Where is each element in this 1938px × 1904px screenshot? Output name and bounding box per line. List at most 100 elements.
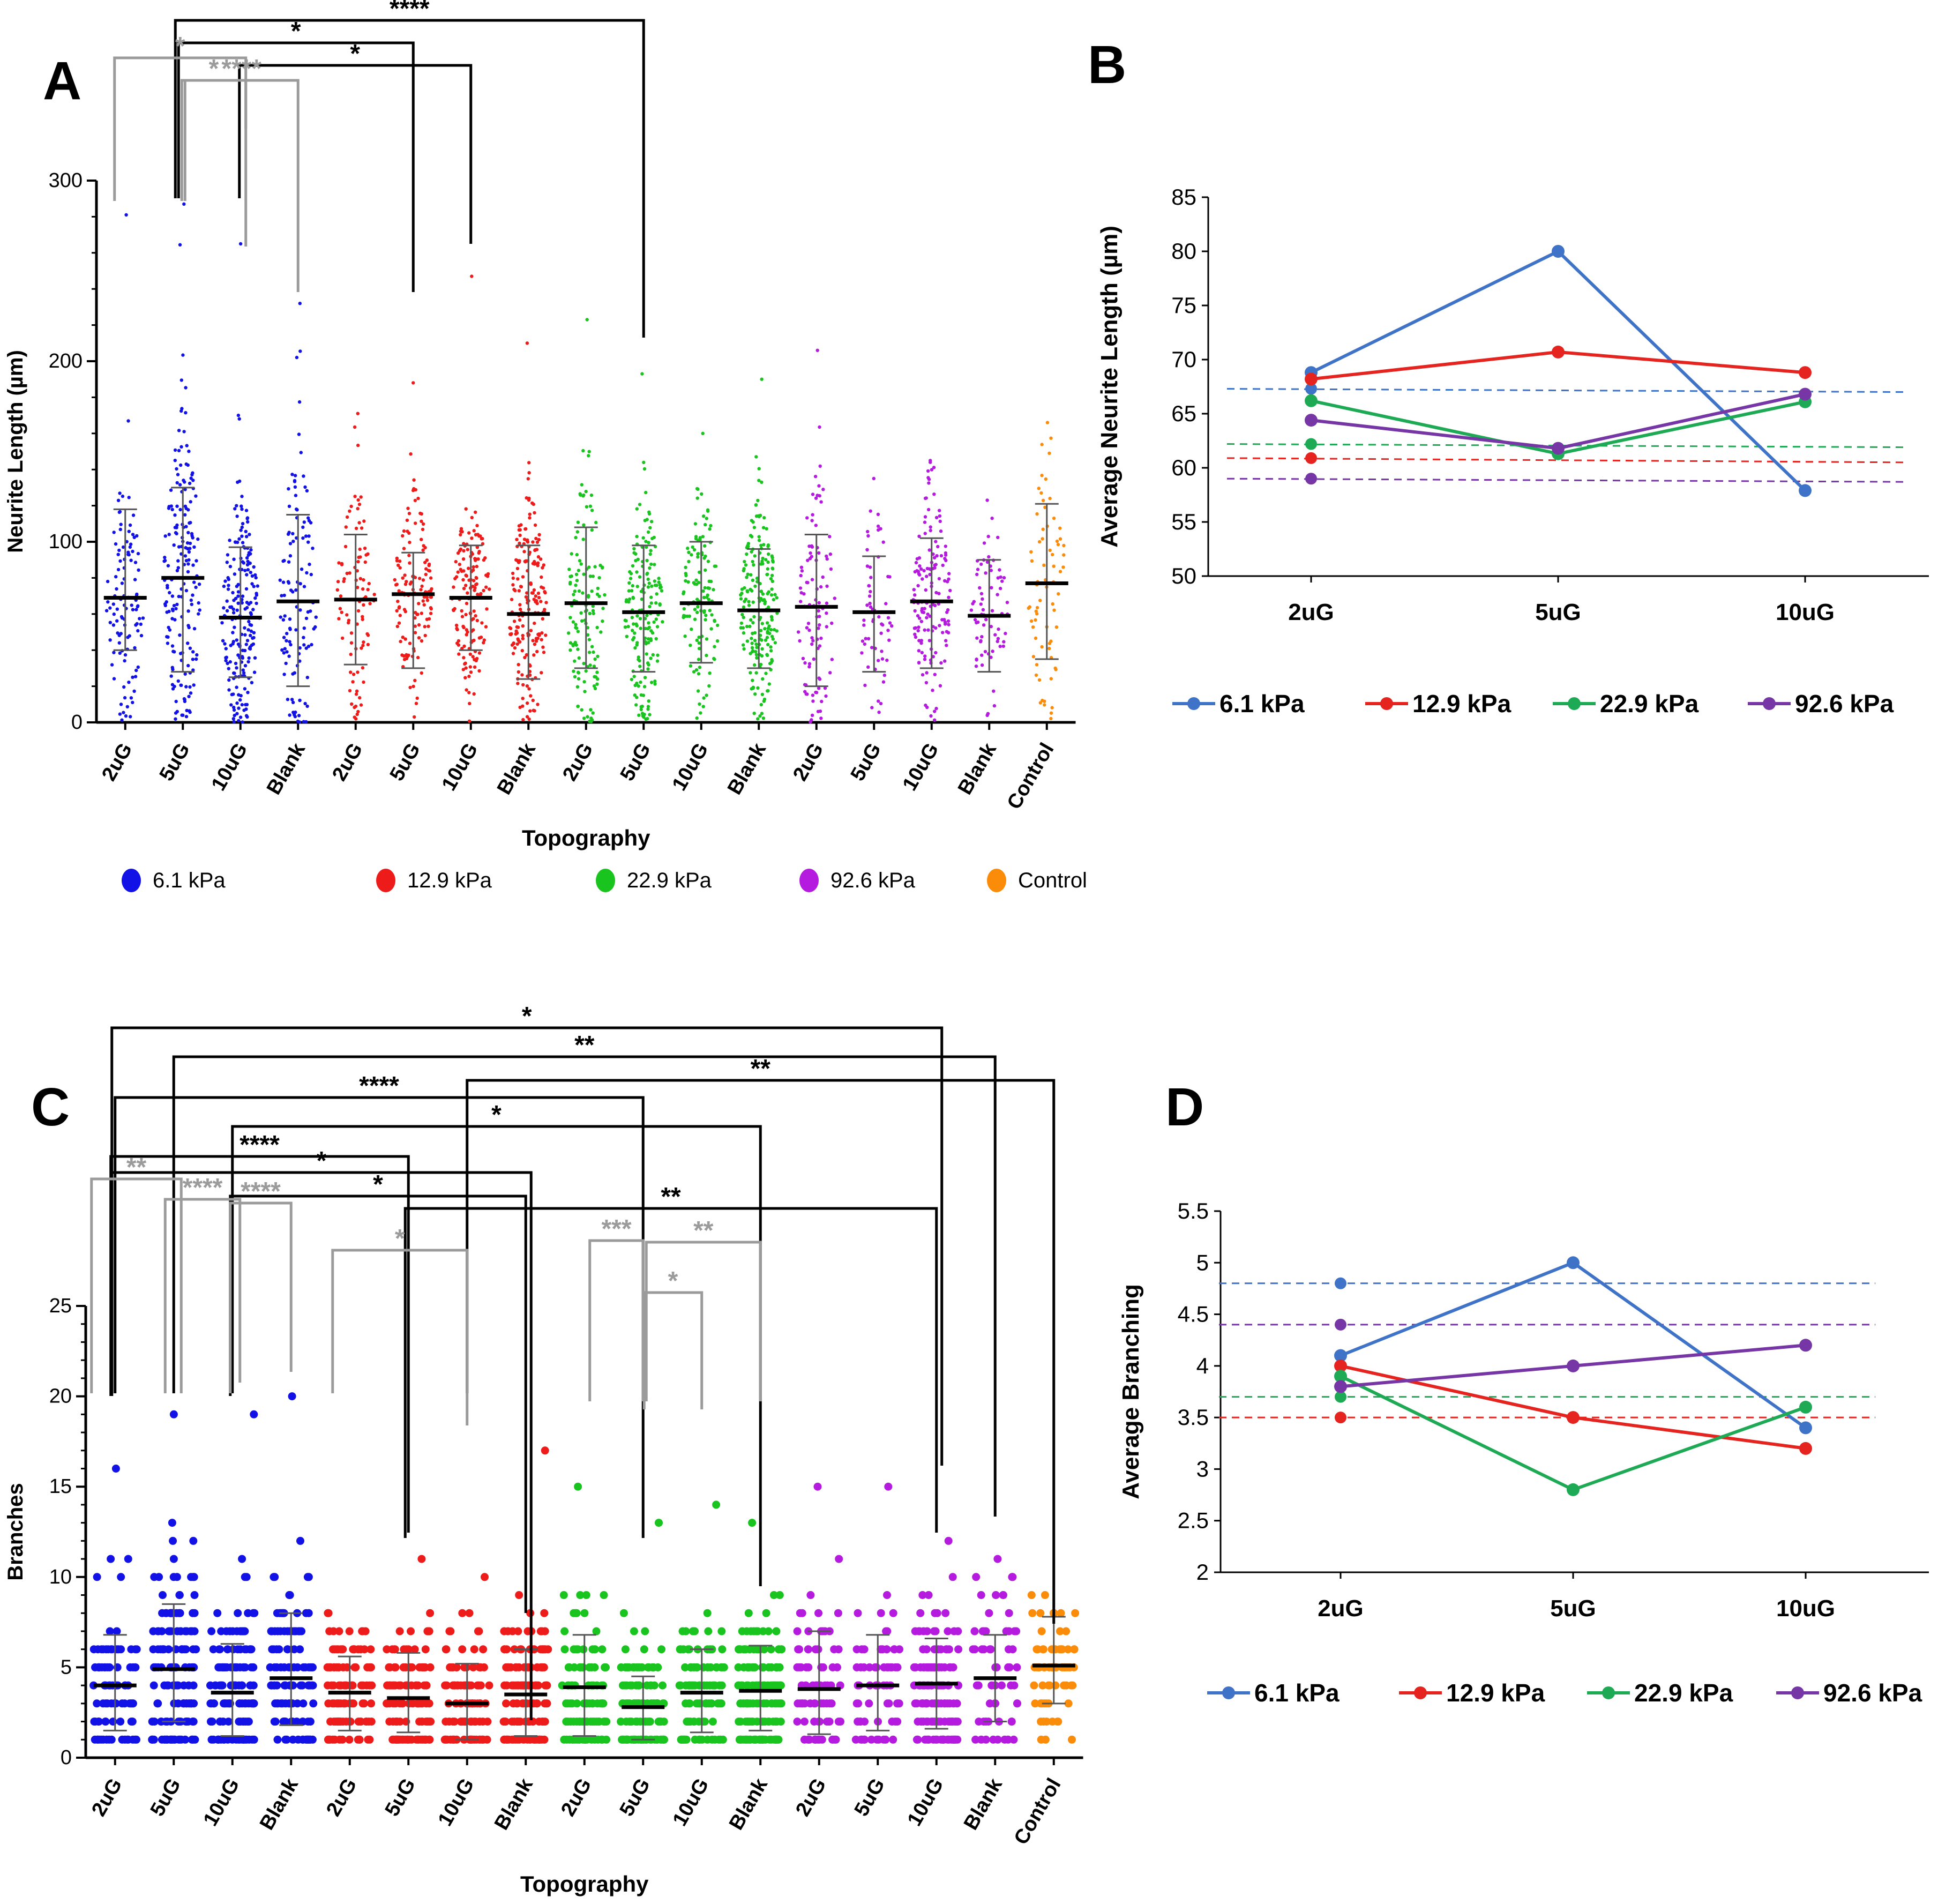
- data-point: [405, 653, 408, 657]
- data-point: [753, 692, 757, 696]
- data-point: [339, 594, 343, 598]
- data-point: [971, 1735, 980, 1744]
- data-point: [691, 545, 694, 549]
- data-point: [775, 1591, 784, 1599]
- data-point: [293, 1663, 302, 1671]
- data-point: [693, 522, 698, 526]
- data-point: [769, 577, 773, 581]
- data-point: [395, 609, 399, 613]
- data-point: [693, 617, 697, 621]
- data-point: [595, 670, 599, 674]
- data-point: [629, 572, 633, 576]
- series-point: [1799, 387, 1812, 401]
- data-point: [281, 580, 286, 584]
- data-point: [441, 1735, 450, 1744]
- data-point: [249, 1609, 258, 1617]
- data-point: [521, 637, 525, 640]
- data-point: [477, 636, 481, 640]
- data-point: [399, 1663, 408, 1671]
- data-point: [659, 585, 663, 589]
- legend-label: 22.9 kPa: [627, 869, 712, 892]
- data-point: [304, 1609, 313, 1617]
- category-label: 2uG: [557, 1775, 596, 1820]
- data-point: [702, 696, 706, 700]
- data-point: [189, 1573, 197, 1581]
- data-point: [999, 1591, 1007, 1599]
- data-point: [460, 609, 463, 613]
- data-point: [661, 620, 664, 624]
- data-point: [529, 694, 533, 698]
- data-point: [115, 607, 119, 611]
- data-point: [644, 490, 648, 495]
- data-point: [89, 1645, 98, 1654]
- data-point: [300, 1663, 308, 1671]
- data-point: [133, 675, 138, 678]
- data-point: [356, 507, 360, 511]
- data-point: [754, 455, 758, 459]
- data-point: [694, 537, 698, 541]
- data-point: [477, 551, 481, 555]
- data-point: [916, 584, 920, 588]
- data-point: [754, 671, 758, 675]
- data-point: [235, 638, 238, 642]
- data-point: [280, 594, 283, 598]
- data-point: [480, 621, 484, 625]
- data-point: [267, 1681, 275, 1690]
- data-point: [362, 1718, 371, 1726]
- data-point: [750, 519, 754, 522]
- data-point: [133, 561, 138, 564]
- data-point: [511, 576, 515, 580]
- data-point: [707, 586, 712, 591]
- data-point: [458, 1645, 467, 1654]
- data-point: [677, 1735, 685, 1744]
- data-point: [1035, 663, 1039, 667]
- data-point: [592, 650, 595, 654]
- legend-marker: [122, 869, 141, 892]
- data-point: [742, 643, 745, 647]
- data-point: [647, 541, 650, 544]
- data-point: [1049, 639, 1053, 643]
- data-point: [241, 668, 245, 672]
- series-point: [1799, 1339, 1812, 1352]
- data-point: [358, 547, 362, 551]
- data-point: [231, 607, 235, 611]
- y-tick-label: 5: [61, 1656, 72, 1678]
- data-point: [924, 703, 927, 707]
- data-point: [689, 664, 693, 668]
- data-point: [361, 587, 365, 591]
- data-point: [458, 563, 461, 566]
- data-point: [702, 609, 706, 613]
- data-point: [860, 1663, 868, 1671]
- data-point: [632, 675, 636, 678]
- data-point: [243, 687, 247, 691]
- data-point: [90, 1718, 99, 1726]
- data-point: [811, 513, 814, 517]
- legend-marker: [596, 869, 615, 892]
- data-point: [231, 591, 235, 595]
- data-point: [500, 1645, 509, 1654]
- data-point: [111, 623, 116, 627]
- data-point: [992, 1663, 1001, 1671]
- data-point: [1002, 640, 1006, 644]
- data-point: [237, 1681, 246, 1690]
- data-point: [479, 1645, 488, 1654]
- data-point: [169, 674, 173, 678]
- data-point: [512, 641, 515, 646]
- data-point: [306, 540, 310, 544]
- data-point: [330, 1681, 338, 1690]
- data-point: [912, 1699, 921, 1708]
- data-point: [936, 1718, 945, 1726]
- data-point: [241, 541, 245, 544]
- data-point: [939, 661, 943, 665]
- data-point: [181, 353, 185, 357]
- data-point: [185, 541, 190, 545]
- data-point: [113, 1627, 121, 1636]
- data-point: [924, 1591, 933, 1599]
- data-point: [413, 624, 417, 628]
- data-point: [368, 1681, 376, 1690]
- data-point: [1048, 1718, 1057, 1726]
- data-point: [467, 674, 471, 678]
- data-point: [407, 554, 411, 557]
- data-point: [593, 565, 597, 569]
- data-point: [183, 672, 187, 676]
